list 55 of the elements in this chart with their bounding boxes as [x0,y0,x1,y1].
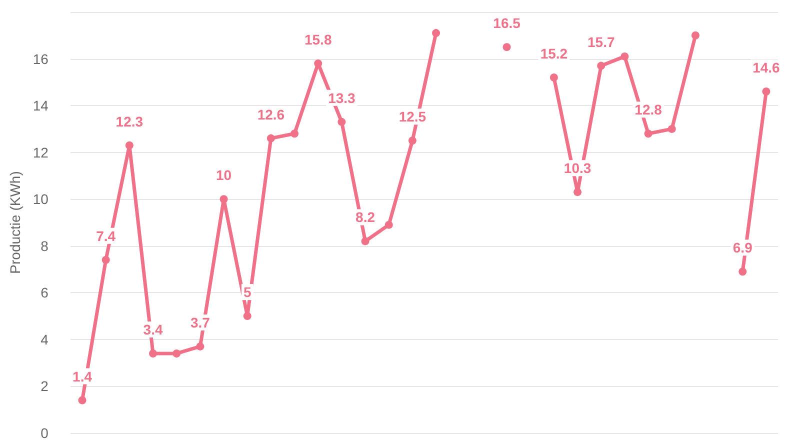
point [220,195,228,204]
point [644,130,652,138]
point [314,59,322,68]
point [338,118,346,126]
point [597,62,606,70]
y-tick-label: 12 [32,144,49,160]
point [266,134,275,142]
point [502,43,511,52]
point [196,342,204,350]
point [243,312,252,320]
y-axis-title: Productie (KWh) [7,171,23,274]
data-label: 15.7 [587,34,615,50]
y-tick-label: 16 [32,50,49,67]
data-label: 3.7 [190,314,210,330]
data-label: 1.4 [72,368,92,384]
data-label: 8.2 [356,209,376,226]
y-tick-label: 2 [40,378,49,394]
point [102,256,110,264]
point [149,349,158,358]
data-label: 10.3 [564,160,592,176]
data-label: 12.5 [398,108,426,125]
data-label: 13.3 [328,90,356,106]
point [432,29,440,38]
point [550,73,558,82]
data-label: 7.4 [96,228,116,244]
y-tick-label: 6 [40,284,49,301]
point [361,237,370,246]
point [691,31,700,40]
data-label: 15.8 [304,31,332,48]
data-label: 12.6 [257,106,285,122]
data-label: 16.5 [493,15,521,32]
point [78,396,86,404]
point [620,52,629,60]
point [762,88,770,96]
data-label: 14.6 [752,60,780,76]
y-tick-label: 4 [40,331,49,348]
data-label: 6.9 [732,240,753,256]
data-label: 12.3 [116,113,144,130]
data-label: 10 [216,167,232,184]
data-label: 12.8 [634,102,662,118]
point [668,124,676,133]
y-tick-label: 8 [40,238,49,254]
point [574,188,582,196]
point [408,136,416,145]
data-label: 5 [243,284,252,300]
point [738,268,747,276]
point [290,130,299,138]
y-tick-label: 14 [32,98,49,114]
point [125,141,134,150]
data-label: 3.4 [143,321,163,338]
data-label: 15.2 [540,45,568,62]
y-tick-label: 10 [32,191,49,208]
y-tick-label: 0 [40,425,49,440]
point [172,349,181,358]
point [384,220,393,229]
